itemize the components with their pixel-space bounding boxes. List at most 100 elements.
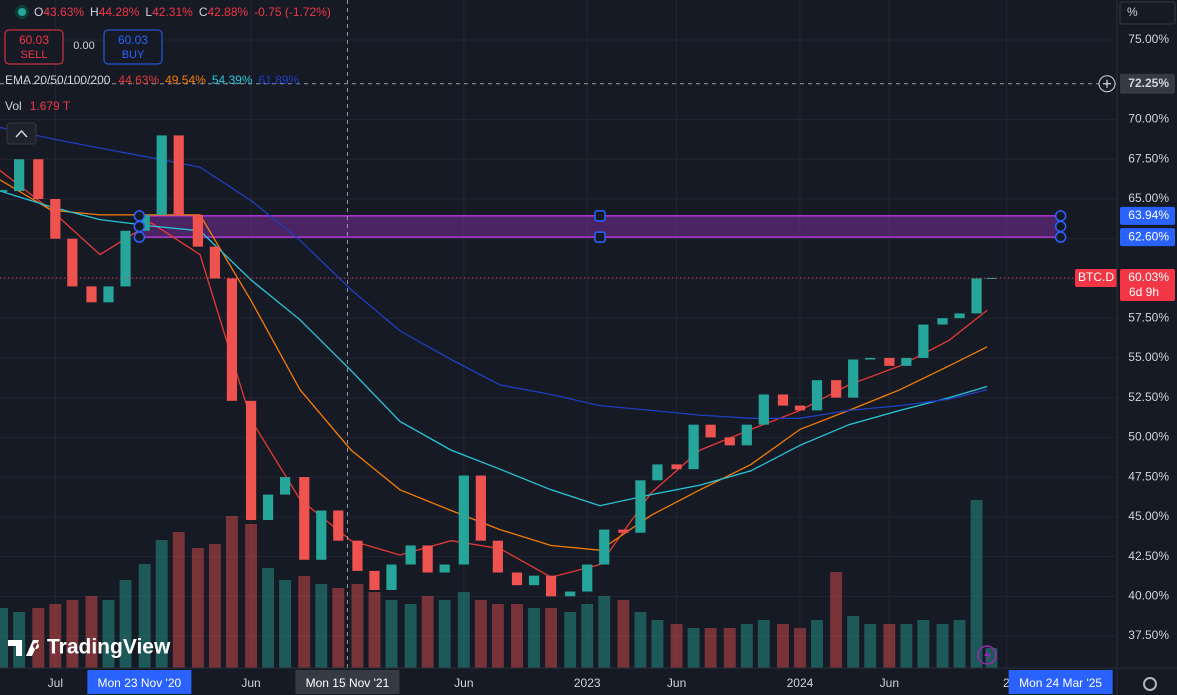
y-tick-label: 65.00% [1128,191,1169,205]
candle [33,159,44,199]
crosshair-label: 72.25% [1128,76,1169,90]
zone-handle[interactable] [594,231,606,243]
candle [369,570,380,590]
ohlc-value: 42.88% [207,5,248,19]
logo-mark [8,640,40,656]
volume-legend: Vol 1.679 T [5,99,71,113]
volume-bar [651,620,664,668]
plot-area [0,0,1117,668]
alert-icon[interactable] [977,645,997,665]
candle [173,135,184,215]
candle [156,135,167,215]
zone-handle[interactable] [133,231,146,243]
candle [439,564,450,573]
y-tick-label: 50.00% [1128,430,1169,444]
volume-bar [421,596,434,668]
buy-price: 60.03 [118,33,148,47]
volume-bar [740,624,753,668]
y-tick-label: 75.00% [1128,32,1169,46]
symbol-badge [1075,268,1117,287]
volume-bar [511,604,523,668]
x-marker-badge [87,670,192,694]
ema-line [0,126,988,419]
zone-handle[interactable] [133,210,146,222]
x-tick-label: Jun [454,676,473,690]
candle [865,357,876,360]
y-tick-label: 45.00% [1128,509,1169,523]
candle [971,278,982,314]
zone-label: 63.94% [1128,208,1169,222]
x-tick-label: Jun [241,676,260,690]
candle [226,278,238,401]
zone-handle[interactable] [1054,210,1067,222]
ema-legend: EMA 20/50/100/200 44.63% 49.54% 54.39% 61.89… [5,73,300,87]
y-tick-label: 37.50% [1128,628,1169,642]
ema-value: 44.63% [118,73,159,87]
volume-bar [351,584,364,668]
volume-bar [723,628,736,668]
symbol-label: BTC.D [1078,270,1114,284]
unit-box[interactable] [1119,1,1176,25]
y-tick-label: 57.50% [1128,310,1169,324]
zone-handle[interactable] [1054,231,1067,243]
ema-value: 49.54% [165,73,206,87]
x-tick-label: Jul [48,676,63,690]
volume-bar [794,628,806,668]
zone-badge [1120,228,1175,247]
volume-bar [864,624,877,668]
volume-value: 1.679 T [30,99,71,113]
candle [209,246,220,279]
volume-bar [900,624,913,668]
candle [279,477,291,495]
candle [14,159,25,192]
candle [582,564,593,592]
candle [458,475,469,565]
candle [688,424,699,470]
candle [86,286,97,303]
ema-value: 54.39% [212,73,253,87]
volume-bar [438,600,451,668]
candle [405,545,416,565]
volume-bar [245,524,258,668]
zone-handle[interactable] [594,210,606,222]
volume-bar [970,500,983,668]
y-tick-label: 52.50% [1128,390,1169,404]
ohlc-key: H [90,5,99,19]
ohlc-key: L [145,5,152,19]
candle [954,313,965,319]
zone-handle[interactable] [133,220,146,233]
candle [986,277,997,279]
candle [528,575,540,586]
candle [848,359,859,398]
x-marker-badge [295,670,400,694]
settings-icon[interactable] [1143,677,1157,691]
volume-bar [545,608,558,668]
collapse-button[interactable] [6,122,37,145]
sell-price: 60.03 [19,33,49,47]
volume-bar [138,564,151,668]
candle [671,464,682,470]
candle [565,591,576,597]
volume-bar [917,620,930,668]
volume-bar [191,548,204,668]
x-tick-label: 2 [1003,676,1010,690]
sell-button[interactable] [4,29,64,65]
candle [705,424,716,438]
volume-bar [830,572,843,668]
candle [352,540,363,571]
buy-button[interactable] [103,29,163,65]
volume-bar [119,580,132,668]
volume-bar [847,616,860,668]
candle [652,464,663,481]
x-marker-badge [1008,670,1113,694]
volume-bar [208,544,221,668]
candle [511,572,523,586]
volume-bar [385,600,398,668]
zone-badge [1120,206,1175,225]
zone-handle[interactable] [1054,220,1067,233]
buy-label: BUY [122,49,145,61]
candle [120,230,131,287]
candle [724,437,735,446]
